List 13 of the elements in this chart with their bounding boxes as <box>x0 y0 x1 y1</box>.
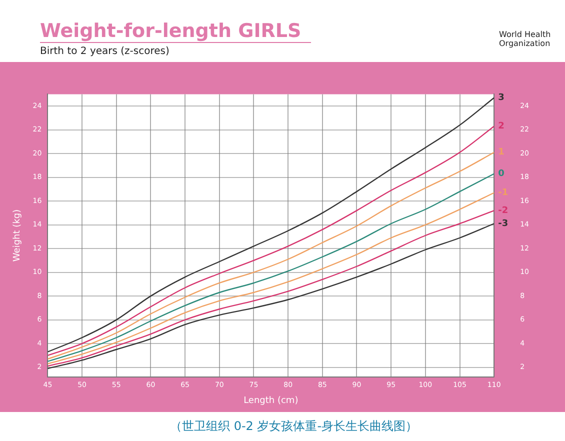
x-axis-title: Length (cm) <box>244 396 298 406</box>
chart-subtitle: Birth to 2 years (z-scores) <box>40 46 170 57</box>
series-label: -2 <box>498 206 508 216</box>
series-label: 1 <box>498 148 504 158</box>
y-axis-title: Weight (kg) <box>12 209 23 262</box>
series-label: 2 <box>498 122 504 132</box>
chart-title: Weight-for-length GIRLS <box>40 20 302 42</box>
series-label: -3 <box>498 218 508 229</box>
series-label: -1 <box>498 188 508 198</box>
series-label: 3 <box>498 93 504 104</box>
series-label: 0 <box>498 169 504 180</box>
text: World Health Organization <box>499 30 552 48</box>
text: （世卫组织 0-2 岁女孩体重-身长生长曲线图） <box>170 418 418 435</box>
